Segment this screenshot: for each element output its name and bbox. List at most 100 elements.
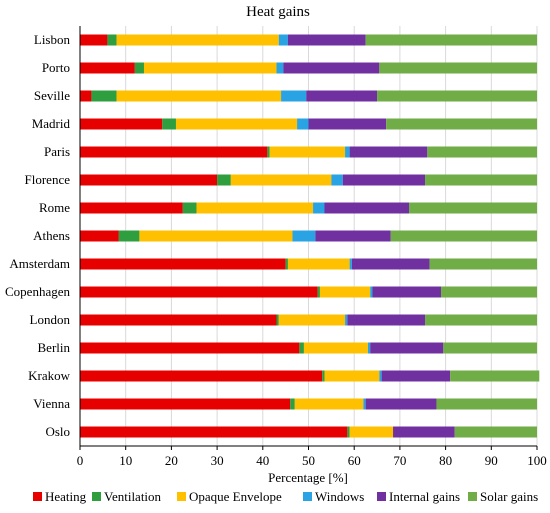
x-tick-label: 90 <box>485 453 498 468</box>
bar-segment <box>276 314 279 326</box>
category-label: Krakow <box>28 368 70 383</box>
bar-segment <box>292 230 316 242</box>
x-tick-label: 70 <box>393 453 406 468</box>
legend-label: Solar gains <box>480 489 538 504</box>
bar-segment <box>287 258 350 270</box>
bar-segment <box>116 90 282 102</box>
bar-segment <box>80 62 135 74</box>
x-axis-title: Percentage [%] <box>268 470 348 485</box>
bar-segment <box>367 342 371 354</box>
bar-segment <box>134 62 144 74</box>
category-label: Lisbon <box>34 32 71 47</box>
bar-segment <box>372 286 442 298</box>
category-label: Berlin <box>38 340 71 355</box>
bar-segment <box>386 118 537 130</box>
bar-segment <box>379 370 382 382</box>
bar-segment <box>281 90 307 102</box>
legend: Heating Ventilation Opaque Envelope Windows… <box>33 489 538 504</box>
bar-segment <box>390 230 537 242</box>
bar-segment <box>315 230 391 242</box>
bar-segment <box>283 62 380 74</box>
legend-swatch <box>377 492 386 501</box>
category-label: Amsterdam <box>9 256 70 271</box>
legend-label: Heating <box>45 489 87 504</box>
category-label: Copenhagen <box>5 284 70 299</box>
bar-segment <box>80 174 218 186</box>
bar-segment <box>278 34 288 46</box>
bar-segment <box>196 202 314 214</box>
bar-segment <box>80 230 119 242</box>
legend-swatch <box>33 492 42 501</box>
category-label: Athens <box>33 228 70 243</box>
bar-segment <box>319 286 371 298</box>
bar-segment <box>287 34 366 46</box>
category-labels: Lisbon Porto Seville Madrid Paris Florence Rom… <box>5 32 71 439</box>
bar-segment <box>345 314 348 326</box>
bar-segment <box>331 174 343 186</box>
category-label: Oslo <box>45 424 70 439</box>
bar-segment <box>363 398 366 410</box>
bar-segment <box>441 286 537 298</box>
bar-segment <box>379 62 537 74</box>
bar-segment <box>269 146 346 158</box>
bar-segment <box>365 34 537 46</box>
bar-segment <box>349 426 394 438</box>
bar-segment <box>80 342 300 354</box>
bar-segment <box>294 398 364 410</box>
bar-segment <box>425 314 537 326</box>
bar-segment <box>80 202 183 214</box>
x-tick-label: 20 <box>165 453 178 468</box>
bar-segment <box>351 258 430 270</box>
bar-segment <box>381 370 451 382</box>
x-tick-label: 10 <box>119 453 132 468</box>
bar-segment <box>267 146 270 158</box>
bar-segment <box>118 230 140 242</box>
category-label: Seville <box>34 88 70 103</box>
bar-segment <box>107 34 117 46</box>
bar-segment <box>370 342 444 354</box>
x-tick-label: 50 <box>302 453 315 468</box>
bar-segment <box>217 174 231 186</box>
bar-segment <box>278 314 346 326</box>
bar-segment <box>80 258 286 270</box>
bar-segment <box>80 118 163 130</box>
bar-segment <box>80 90 92 102</box>
bar-segment <box>409 202 537 214</box>
bar-segment <box>349 258 352 270</box>
bar-segment <box>91 90 117 102</box>
bar-segment <box>80 34 108 46</box>
bar-segment <box>162 118 176 130</box>
bar-segment <box>370 286 373 298</box>
x-tick-label: 40 <box>256 453 269 468</box>
category-label: Madrid <box>32 116 71 131</box>
legend-item: Heating <box>33 489 87 504</box>
bar-segment <box>347 426 350 438</box>
bar-segment <box>303 342 368 354</box>
bar-segment <box>80 370 323 382</box>
bar-segment <box>313 202 325 214</box>
bar-segment <box>306 90 378 102</box>
bar-segment <box>80 314 277 326</box>
category-label: Rome <box>39 200 70 215</box>
legend-item: Opaque Envelope <box>177 489 282 504</box>
legend-swatch <box>92 492 101 501</box>
bar-segment <box>80 146 268 158</box>
x-tick-label: 0 <box>77 453 84 468</box>
bar-segment <box>317 286 320 298</box>
bar-segment <box>425 174 537 186</box>
bar-segment <box>393 426 455 438</box>
legend-item: Internal gains <box>377 489 460 504</box>
x-tick-label: 100 <box>527 453 547 468</box>
legend-item: Solar gains <box>468 489 538 504</box>
bar-segment <box>365 398 437 410</box>
bar-segment <box>342 174 426 186</box>
bar-segment <box>322 370 325 382</box>
legend-swatch <box>303 492 312 501</box>
bar-segment <box>285 258 288 270</box>
bar-segment <box>429 258 537 270</box>
bar-segment <box>436 398 537 410</box>
category-label: Florence <box>25 172 71 187</box>
category-label: Vienna <box>33 396 70 411</box>
bar-segment <box>377 90 537 102</box>
tick-labels: 0 10 20 30 40 50 60 70 80 90 100 <box>77 446 547 468</box>
